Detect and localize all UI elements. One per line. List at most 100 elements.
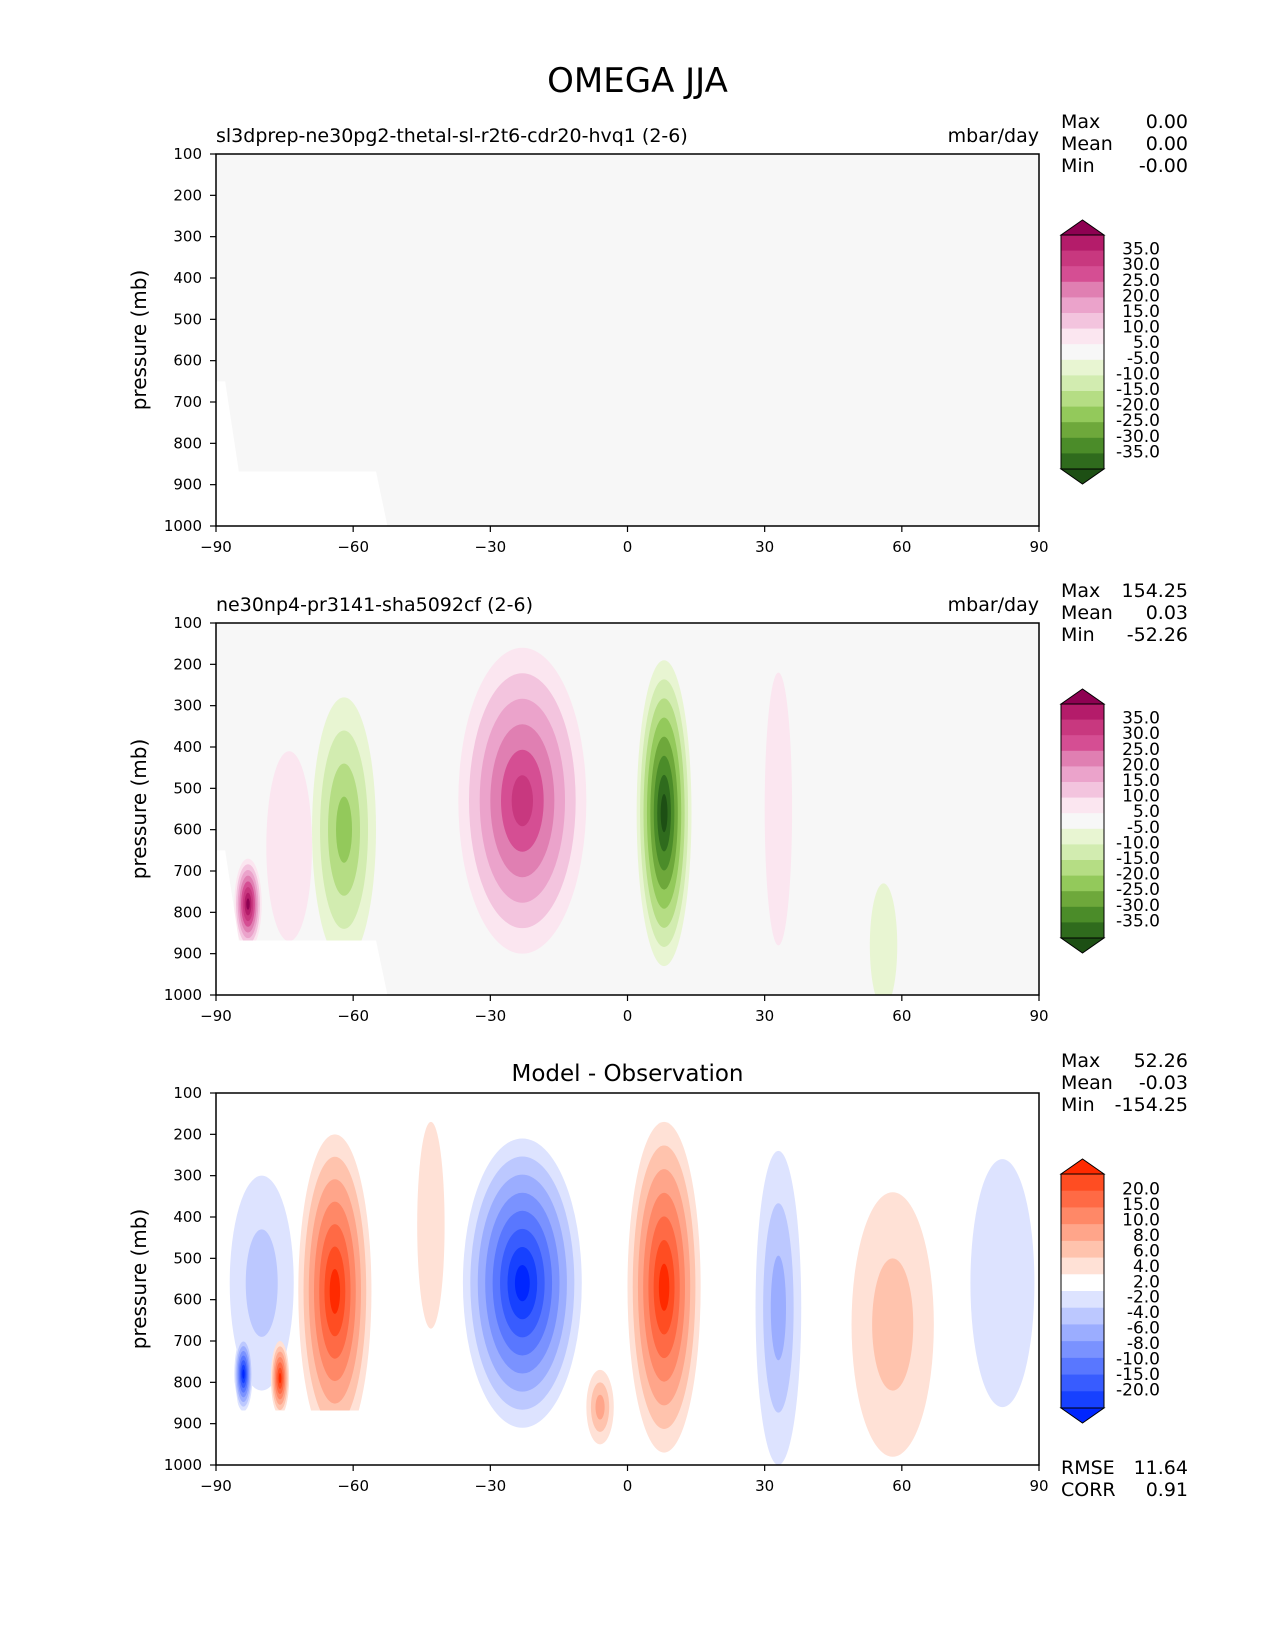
y-tick-label: 400 [173,738,202,756]
colorbar-label: -35.0 [1116,911,1160,931]
stat-value-rmse: 11.64 [1134,1457,1188,1479]
colorbar-extend-max [1059,219,1106,236]
plot-area [216,154,1039,526]
colorbar-segment [1061,391,1104,408]
colorbar-label: 8.0 [1133,1226,1160,1246]
colorbar-segment [1061,344,1104,361]
colorbar-label: 35.0 [1122,240,1160,260]
contour-level-2-3 [336,796,353,863]
y-tick-label: 900 [173,476,202,494]
x-tick-label: −60 [337,538,369,556]
colorbar-segment [1061,235,1104,252]
contour-level-9-2 [595,1394,605,1420]
x-tick-label: −90 [200,538,232,556]
colorbar-segment [1061,1307,1104,1325]
x-tick-label: 60 [892,1477,911,1495]
y-tick-label: 400 [173,269,202,287]
colorbar-label: -25.0 [1116,880,1160,900]
stat-value-mean: -0.03 [1139,1072,1188,1094]
stat-label-rmse: RMSE [1061,1457,1115,1479]
colorbar-segment [1061,1174,1104,1192]
colorbar-segment [1061,406,1104,423]
y-tick-label: 1000 [164,517,202,535]
colorbar: 35.030.025.020.015.010.05.0-5.0-10.0-15.… [1059,219,1160,485]
contour-level-4-0 [266,751,313,942]
colorbar-segment [1061,281,1104,298]
panel-title: Model - Observation [511,1061,743,1087]
x-tick-label: −60 [337,1007,369,1025]
contour-level-0-5 [511,775,534,827]
terrain-mask [216,850,388,995]
contour-level-5-0 [764,672,793,946]
y-tick-label: 100 [173,145,202,163]
y-tick-label: 800 [173,434,202,452]
colorbar-label: -2.0 [1127,1288,1160,1308]
x-tick-label: 30 [755,1477,774,1495]
colorbar-segment [1061,1274,1104,1292]
colorbar-segment [1061,1291,1104,1309]
colorbar-label: 10.0 [1122,318,1160,338]
stat-value-corr: 0.91 [1146,1479,1188,1501]
stat-value-min: -154.25 [1115,1094,1188,1116]
plot-background [216,154,1039,526]
contour-level-4-7 [242,1369,245,1379]
colorbar-segment [1061,719,1104,736]
colorbar-label: 25.0 [1122,271,1160,291]
colorbar-segment [1061,906,1104,923]
y-tick-label: 1000 [164,986,202,1004]
colorbar: 35.030.025.020.015.010.05.0-5.0-10.0-15.… [1059,688,1160,954]
colorbar-label: -10.0 [1116,364,1160,384]
colorbar-label: 15.0 [1122,1195,1160,1215]
colorbar-label: 15.0 [1122,771,1160,791]
x-tick-label: 90 [1029,1477,1048,1495]
y-tick-label: 300 [173,697,202,715]
colorbar-label: 30.0 [1122,255,1160,275]
colorbar-segment [1061,266,1104,283]
colorbar-label: 15.0 [1122,302,1160,322]
contour-level-7-1 [872,1258,914,1391]
stat-label-max: Max [1061,1050,1100,1072]
stat-value-max: 0.00 [1146,111,1188,133]
x-tick-label: 0 [623,1477,633,1495]
y-tick-label: 100 [173,1084,202,1102]
colorbar-frame [1060,234,1105,470]
y-tick-label: 500 [173,779,202,797]
contour-level-5-6 [278,1372,282,1384]
colorbar-segment [1061,250,1104,267]
colorbar-segment [1061,313,1104,330]
colorbar-label: -20.0 [1116,396,1160,416]
y-tick-label: 700 [173,862,202,880]
y-tick-label: 500 [173,1249,202,1267]
y-tick-label: 600 [173,821,202,839]
contour-level-2-6 [329,1268,341,1314]
y-tick-label: 600 [173,1291,202,1309]
panel-units: mbar/day [948,594,1039,616]
y-tick-label: 300 [173,1167,202,1185]
x-tick-label: −90 [200,1477,232,1495]
colorbar-label: 4.0 [1133,1257,1160,1277]
y-tick-label: 700 [173,393,202,411]
plot-area [216,623,1039,995]
colorbar-frame [1060,703,1105,939]
x-tick-label: 0 [623,538,633,556]
stat-value-min: -52.26 [1127,624,1188,646]
colorbar-label: -35.0 [1116,442,1160,462]
colorbar-label: -5.0 [1127,818,1160,838]
colorbar-extend-min [1059,937,1106,954]
panel-units: mbar/day [948,125,1039,147]
colorbar-label: 5.0 [1133,333,1160,353]
x-tick-label: −30 [475,538,507,556]
colorbar-segment [1061,828,1104,845]
contour-level-1-6 [658,1263,670,1311]
y-axis-label: pressure (mb) [127,1209,151,1350]
stat-label-corr: CORR [1061,1479,1116,1501]
colorbar-label: 20.0 [1122,1180,1160,1200]
colorbar-segment [1061,297,1104,314]
colorbar-label: -20.0 [1116,1380,1160,1400]
colorbar-label: -10.0 [1116,1349,1160,1369]
colorbar-segment [1061,750,1104,767]
stat-value-mean: 0.03 [1146,602,1188,624]
